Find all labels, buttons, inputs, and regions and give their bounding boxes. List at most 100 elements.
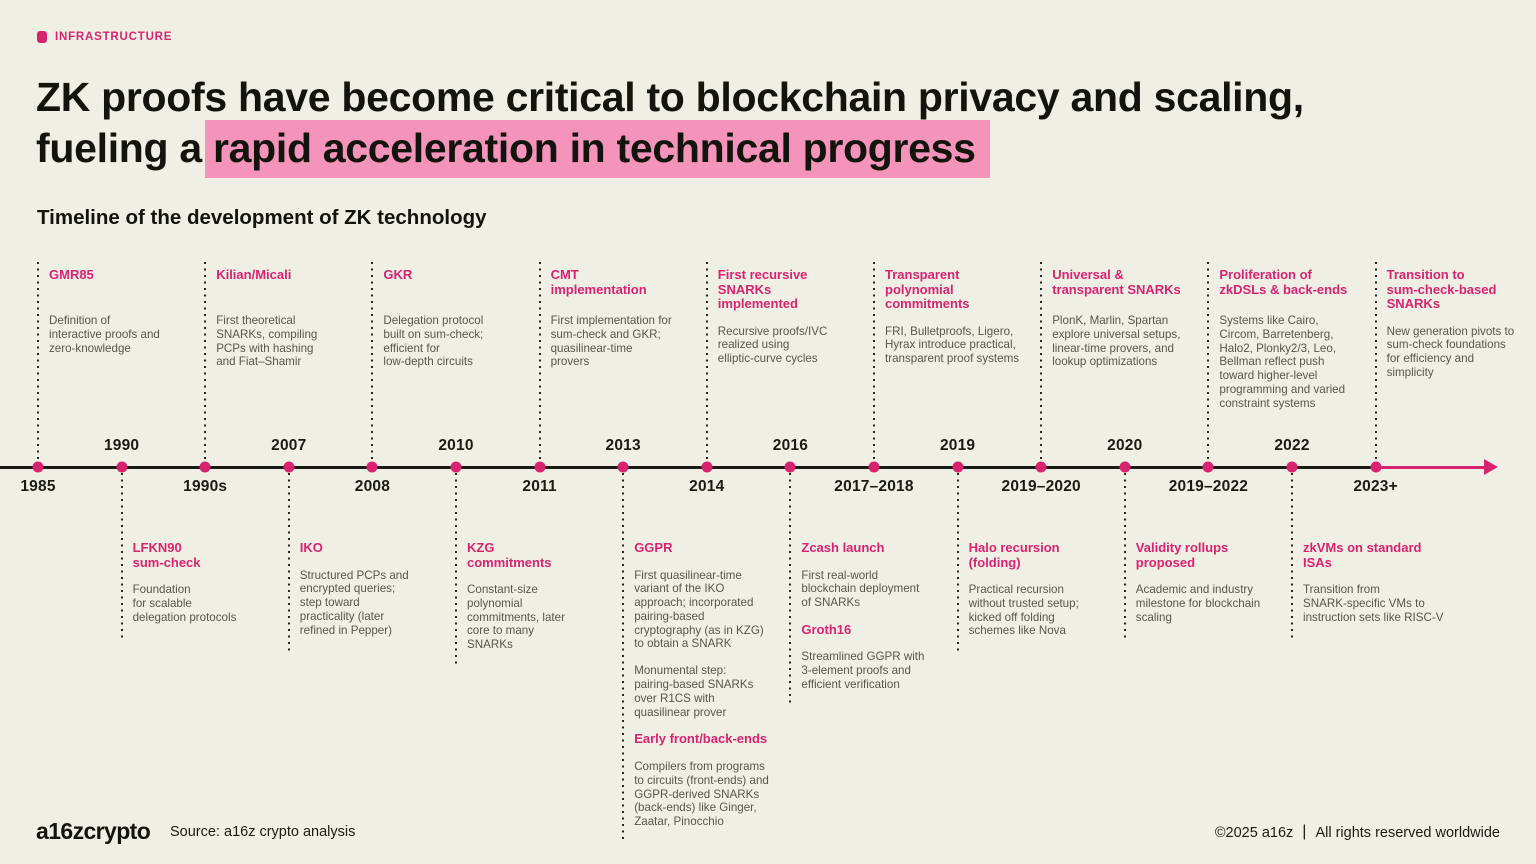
timeline-dot [784, 461, 796, 473]
event-column: GKR Delegation protocol built on sum-chec… [371, 262, 551, 461]
year-label: 2023+ [1353, 478, 1398, 495]
copyright-text: All rights reserved worldwide [1315, 825, 1500, 841]
title-line2-prefix: fueling a [36, 125, 213, 171]
year-label: 2019–2022 [1168, 478, 1249, 495]
tag-square-icon [37, 31, 47, 43]
event-column: Kilian/Micali First theoretical SNARKs, c… [204, 262, 384, 461]
event-text: GGPR First quasilinear-time variant of th… [634, 473, 802, 829]
tag-label: INFRASTRUCTURE [55, 31, 173, 43]
event-text: CMT implementation First implementation f… [551, 262, 719, 369]
event-column: LFKN90 sum-check Foundation for scalable … [120, 473, 301, 638]
event-title: Proliferation of zkDSLs & back-ends [1219, 267, 1348, 297]
a16zcrypto-logo: a16zcrypto [36, 818, 151, 844]
event-description: Compilers from programs to circuits (fro… [634, 759, 769, 829]
year-label: 1990 [103, 437, 140, 454]
event-text: Halo recursion (folding) Practical recurs… [969, 473, 1137, 638]
dotted-connector [622, 473, 625, 843]
event-column: zkVMs on standard ISAs Transition from SN… [1291, 473, 1471, 638]
dotted-connector [1207, 262, 1210, 461]
timeline-dot [701, 461, 713, 473]
event-description: First real-world blockchain deployment o… [801, 568, 920, 610]
event-column: GGPR First quasilinear-time variant of th… [622, 473, 802, 843]
timeline-dot [1370, 461, 1382, 473]
timeline-dot [1119, 461, 1131, 473]
event-description: Delegation protocol built on sum-check; … [383, 314, 484, 369]
dotted-connector [956, 473, 959, 652]
year-label: 2016 [772, 437, 809, 454]
year-label: 2022 [1274, 437, 1310, 454]
dotted-connector [287, 473, 290, 651]
year-label: 2008 [354, 478, 391, 495]
event-text: Transition to sum-check-based SNARKs New … [1387, 262, 1536, 380]
event-column: KZG commitments Constant-size polynomial … [455, 473, 635, 666]
event-title: Zcash launch [801, 540, 885, 555]
event-text: GMR85 Definition of interactive proofs an… [49, 262, 217, 355]
year-label: 2019 [939, 437, 976, 454]
event-description: Practical recursion without trusted setu… [968, 583, 1079, 638]
event-column: Zcash launch First real-world blockchain … [789, 473, 969, 706]
event-description: New generation pivots to sum-check found… [1386, 324, 1515, 379]
future-arrow-icon [1484, 459, 1498, 475]
event-column: Transparent polynomial commitments FRI, B… [873, 262, 1053, 461]
event-title: KZG commitments [467, 540, 552, 570]
event-title: zkVMs on standard ISAs [1303, 540, 1422, 570]
year-label: 1990s [183, 478, 228, 495]
event-text: First recursive SNARKs implemented Recurs… [718, 262, 886, 366]
year-label: 2017–2018 [834, 478, 914, 495]
dotted-connector [789, 473, 792, 706]
year-label: 1985 [20, 478, 56, 495]
timeline-subtitle: Timeline of the development of ZK techno… [37, 206, 487, 229]
event-column: Transition to sum-check-based SNARKs New … [1374, 262, 1536, 461]
year-label: 2007 [271, 437, 307, 454]
title-highlight: rapid acceleration in technical progress [204, 120, 990, 178]
event-description: Foundation for scalable delegation proto… [132, 583, 237, 624]
dotted-connector [1040, 262, 1043, 461]
future-arrow-line [1377, 466, 1485, 469]
event-text: GKR Delegation protocol built on sum-chec… [383, 262, 551, 369]
event-column: CMT implementation First implementation f… [538, 262, 719, 461]
event-title: Halo recursion (folding) [968, 540, 1060, 570]
event-title: CMT implementation [550, 267, 647, 297]
event-title: Groth16 [801, 621, 852, 637]
event-text: Proliferation of zkDSLs & back-ends Syste… [1219, 262, 1387, 411]
dotted-connector [873, 262, 875, 461]
dotted-connector [37, 262, 39, 461]
timeline-dot [952, 461, 964, 473]
event-column: IKO Structured PCPs and encrypted queries… [287, 473, 468, 651]
copyright-divider: | [1302, 823, 1307, 840]
timeline-dot [1202, 461, 1214, 473]
event-text: Transparent polynomial commitments FRI, B… [885, 262, 1053, 366]
event-description: Monumental step: pairing-based SNARKs ov… [634, 664, 754, 719]
event-description: Definition of interactive proofs and zer… [49, 314, 160, 355]
dotted-connector [1291, 473, 1293, 638]
event-description: PlonK, Marlin, Spartan explore universal… [1052, 314, 1181, 369]
event-text: Zcash launch First real-world blockchain … [801, 473, 969, 692]
dotted-connector [705, 262, 708, 461]
event-title: Early front/back-ends [634, 731, 768, 747]
event-text: LFKN90 sum-check Foundation for scalable … [133, 473, 301, 624]
timeline-dot [366, 461, 378, 473]
source-note: Source: a16z crypto analysis [170, 824, 356, 840]
event-title: Universal & transparent SNARKs [1052, 267, 1181, 297]
event-title: First recursive SNARKs implemented [717, 267, 808, 311]
event-text: Validity rollups proposed Academic and in… [1136, 473, 1304, 624]
timeline-dot [868, 461, 880, 473]
timeline-dot [617, 461, 629, 473]
timeline-dot [534, 461, 546, 473]
event-description: Constant-size polynomial commitments, la… [467, 583, 565, 652]
event-title: LFKN90 sum-check [132, 540, 201, 570]
event-description: First implementation for sum-check and G… [550, 314, 672, 369]
category-tag: INFRASTRUCTURE [37, 31, 172, 43]
event-title: GKR [383, 267, 413, 282]
dotted-connector [538, 262, 541, 461]
timeline-dot [283, 461, 295, 473]
event-title: Transparent polynomial commitments [885, 267, 970, 311]
copyright: ©2025 a16z | All rights reserved worldwi… [1215, 823, 1500, 842]
dotted-connector [371, 262, 374, 461]
event-title: GMR85 [49, 267, 94, 282]
event-text: Kilian/Micali First theoretical SNARKs, c… [216, 262, 384, 369]
event-description: Academic and industry milestone for bloc… [1135, 583, 1261, 624]
event-description: First quasilinear-time variant of the IK… [634, 568, 764, 651]
